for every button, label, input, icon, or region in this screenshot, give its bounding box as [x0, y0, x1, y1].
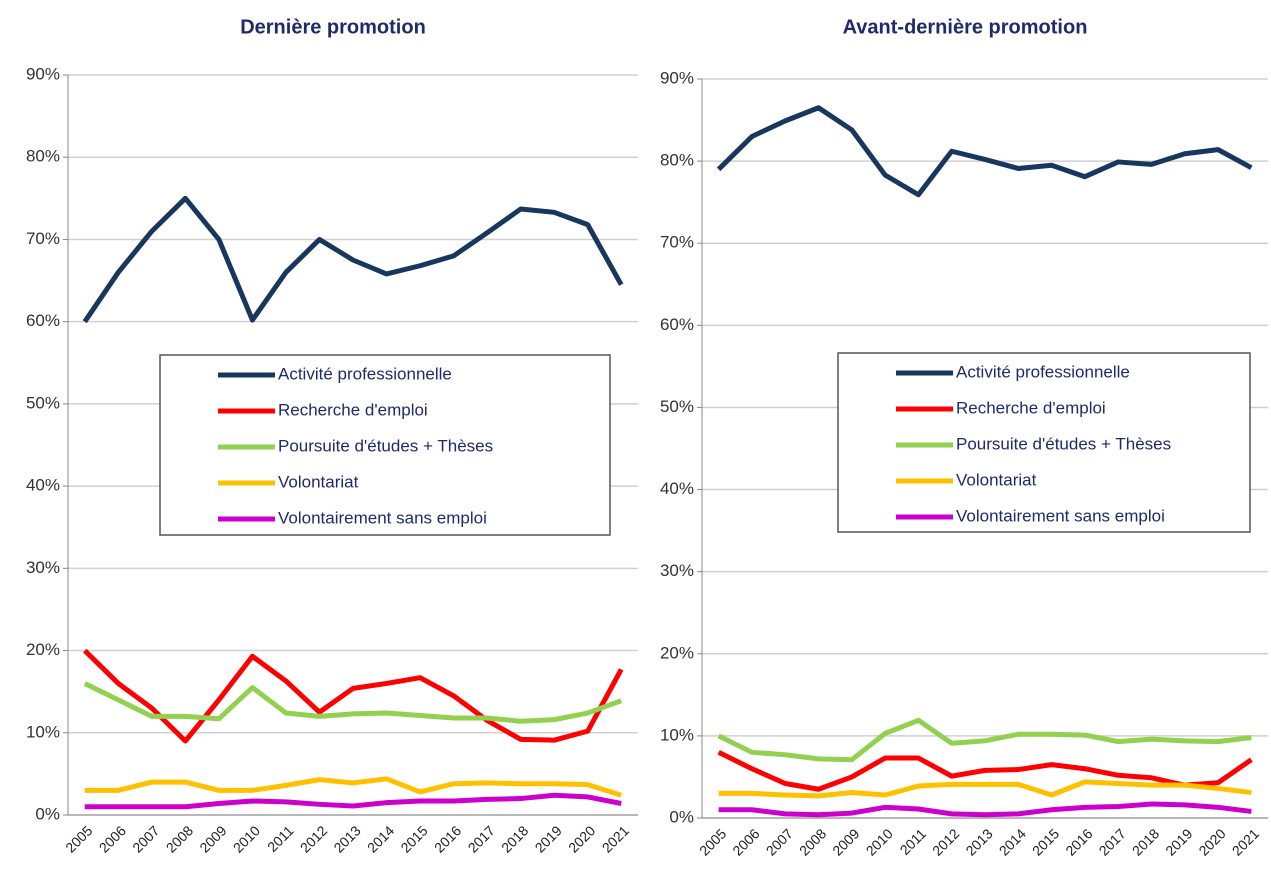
x-tick-label: 2014 — [996, 825, 1029, 858]
y-tick-label: 50% — [26, 393, 60, 412]
legend-label: Poursuite d'études + Thèses — [956, 434, 1171, 453]
y-tick-label: 40% — [660, 479, 694, 498]
legend-label: Poursuite d'études + Thèses — [278, 436, 493, 455]
x-tick-label: 2010 — [230, 822, 263, 855]
x-tick-label: 2019 — [1162, 825, 1195, 858]
y-tick-label: 70% — [26, 229, 60, 248]
x-tick-label: 2015 — [397, 822, 430, 855]
x-tick-label: 2021 — [599, 822, 632, 855]
legend-label: Activité professionnelle — [956, 362, 1130, 381]
y-tick-label: 90% — [660, 68, 694, 87]
chart-title: Dernière promotion — [240, 16, 426, 38]
x-tick-label: 2012 — [929, 825, 962, 858]
x-tick-label: 2011 — [264, 822, 297, 855]
x-tick-label: 2020 — [565, 822, 598, 855]
x-tick-label: 2021 — [1229, 825, 1262, 858]
x-tick-label: 2018 — [1129, 825, 1162, 858]
legend-label: Recherche d'emploi — [278, 400, 428, 419]
legend-label: Volontariat — [956, 470, 1037, 489]
y-tick-label: 80% — [26, 147, 60, 166]
legend-label: Volontairement sans emploi — [278, 508, 487, 527]
x-tick-label: 2014 — [364, 822, 397, 855]
x-tick-label: 2007 — [763, 825, 796, 858]
series-line — [716, 105, 1253, 198]
series-line — [717, 717, 1252, 763]
x-tick-label: 2006 — [729, 825, 762, 858]
x-tick-label: 2006 — [96, 822, 129, 855]
y-tick-label: 50% — [660, 397, 694, 416]
x-tick-label: 2017 — [1096, 825, 1129, 858]
x-tick-label: 2011 — [897, 825, 930, 858]
y-tick-label: 20% — [660, 643, 694, 662]
x-tick-label: 2013 — [330, 822, 363, 855]
series-line — [718, 779, 1252, 799]
x-tick-label: 2005 — [62, 822, 95, 855]
y-tick-label: 60% — [660, 315, 694, 334]
legend-label: Volontairement sans emploi — [956, 506, 1165, 525]
x-tick-label: 2013 — [962, 825, 995, 858]
series-line — [84, 776, 622, 798]
y-tick-label: 0% — [669, 807, 694, 826]
x-tick-label: 2016 — [1062, 825, 1095, 858]
series-line — [717, 750, 1253, 792]
x-tick-label: 2010 — [863, 825, 896, 858]
x-tick-label: 2009 — [196, 822, 229, 855]
legend-label: Recherche d'emploi — [956, 398, 1106, 417]
series-line — [82, 195, 624, 324]
y-tick-label: 40% — [26, 476, 60, 495]
y-tick-label: 10% — [660, 725, 694, 744]
x-tick-label: 2007 — [129, 822, 162, 855]
x-tick-label: 2020 — [1195, 825, 1228, 858]
y-tick-label: 90% — [26, 64, 60, 83]
y-tick-label: 70% — [660, 233, 694, 252]
x-tick-label: 2009 — [829, 825, 862, 858]
y-tick-label: 0% — [35, 804, 60, 823]
x-tick-label: 2019 — [532, 822, 565, 855]
x-tick-label: 2018 — [498, 822, 531, 855]
chart-title: Avant-dernière promotion — [843, 16, 1088, 38]
x-tick-label: 2017 — [465, 822, 498, 855]
legend-label: Activité professionnelle — [278, 364, 452, 383]
y-tick-label: 80% — [660, 151, 694, 170]
x-tick-label: 2008 — [796, 825, 829, 858]
series-line — [83, 681, 623, 724]
y-tick-label: 10% — [26, 722, 60, 741]
series-line — [84, 792, 622, 810]
x-tick-label: 2005 — [696, 825, 729, 858]
x-tick-label: 2015 — [1029, 825, 1062, 858]
legend-label: Volontariat — [278, 472, 359, 491]
x-tick-label: 2008 — [163, 822, 196, 855]
y-tick-label: 30% — [26, 558, 60, 577]
series-line — [83, 648, 624, 744]
series-line — [718, 801, 1252, 818]
y-tick-label: 30% — [660, 561, 694, 580]
x-tick-label: 2016 — [431, 822, 464, 855]
x-tick-label: 2012 — [297, 822, 330, 855]
y-tick-label: 20% — [26, 640, 60, 659]
y-tick-label: 60% — [26, 311, 60, 330]
